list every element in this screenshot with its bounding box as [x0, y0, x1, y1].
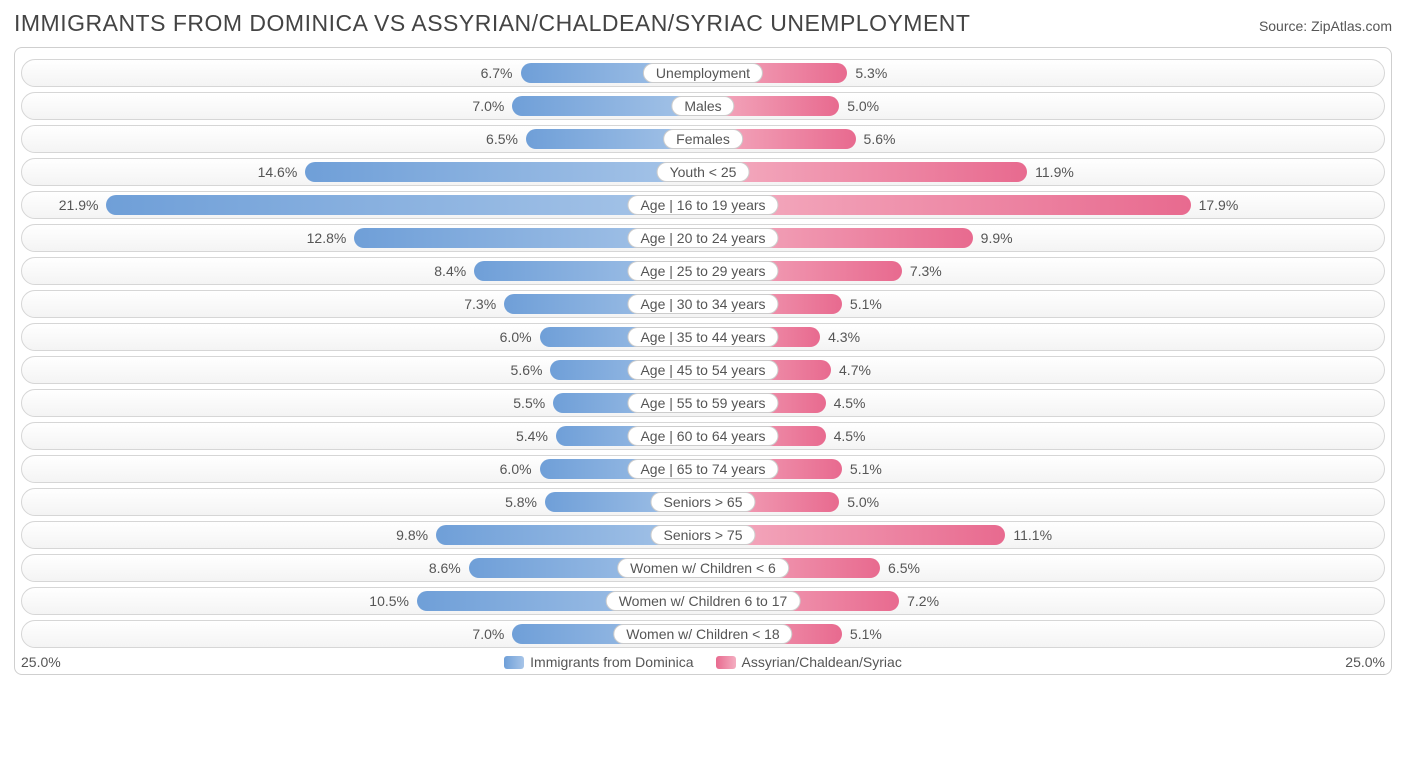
category-label: Age | 20 to 24 years: [627, 228, 778, 248]
value-dominica: 5.8%: [505, 489, 537, 515]
value-assyrian: 9.9%: [981, 225, 1013, 251]
footer-row: 25.0% Immigrants from Dominica Assyrian/…: [21, 654, 1385, 670]
chart-row: 5.6% 4.7% Age | 45 to 54 years: [21, 356, 1385, 384]
bar-dominica: [305, 162, 703, 182]
value-dominica: 21.9%: [59, 192, 99, 218]
value-dominica: 12.8%: [307, 225, 347, 251]
chart-area: 6.7% 5.3% Unemployment 7.0% 5.0% Males 6.5% 5.6…: [14, 47, 1392, 675]
chart-row: 7.3% 5.1% Age | 30 to 34 years: [21, 290, 1385, 318]
value-dominica: 7.0%: [472, 621, 504, 647]
value-assyrian: 5.0%: [847, 489, 879, 515]
value-assyrian: 4.5%: [834, 390, 866, 416]
legend-label-dominica: Immigrants from Dominica: [530, 654, 693, 670]
category-label: Age | 35 to 44 years: [627, 327, 778, 347]
value-assyrian: 7.3%: [910, 258, 942, 284]
value-assyrian: 5.3%: [855, 60, 887, 86]
chart-row: 14.6% 11.9% Youth < 25: [21, 158, 1385, 186]
category-label: Women w/ Children < 18: [613, 624, 792, 644]
chart-row: 12.8% 9.9% Age | 20 to 24 years: [21, 224, 1385, 252]
value-dominica: 10.5%: [369, 588, 409, 614]
value-dominica: 6.5%: [486, 126, 518, 152]
value-dominica: 14.6%: [258, 159, 298, 185]
value-dominica: 6.7%: [481, 60, 513, 86]
value-assyrian: 4.3%: [828, 324, 860, 350]
chart-row: 6.0% 5.1% Age | 65 to 74 years: [21, 455, 1385, 483]
legend-label-assyrian: Assyrian/Chaldean/Syriac: [742, 654, 902, 670]
chart-row: 21.9% 17.9% Age | 16 to 19 years: [21, 191, 1385, 219]
value-assyrian: 4.7%: [839, 357, 871, 383]
category-label: Males: [671, 96, 734, 116]
chart-row: 6.7% 5.3% Unemployment: [21, 59, 1385, 87]
category-label: Women w/ Children < 6: [617, 558, 789, 578]
value-assyrian: 4.5%: [834, 423, 866, 449]
source-attribution: Source: ZipAtlas.com: [1259, 18, 1392, 34]
chart-row: 5.8% 5.0% Seniors > 65: [21, 488, 1385, 516]
value-dominica: 9.8%: [396, 522, 428, 548]
category-label: Females: [663, 129, 743, 149]
value-assyrian: 17.9%: [1199, 192, 1239, 218]
value-dominica: 6.0%: [500, 324, 532, 350]
category-label: Unemployment: [643, 63, 763, 83]
value-dominica: 7.0%: [472, 93, 504, 119]
bar-dominica: [106, 195, 703, 215]
category-label: Age | 65 to 74 years: [627, 459, 778, 479]
value-assyrian: 5.1%: [850, 621, 882, 647]
value-dominica: 8.6%: [429, 555, 461, 581]
value-assyrian: 5.1%: [850, 456, 882, 482]
chart-title: IMMIGRANTS FROM DOMINICA VS ASSYRIAN/CHA…: [14, 10, 970, 37]
rows-host: 6.7% 5.3% Unemployment 7.0% 5.0% Males 6.5% 5.6…: [21, 59, 1385, 648]
chart-row: 9.8% 11.1% Seniors > 75: [21, 521, 1385, 549]
bar-assyrian: [703, 162, 1027, 182]
source-prefix: Source:: [1259, 18, 1311, 34]
value-assyrian: 11.1%: [1013, 522, 1052, 548]
category-label: Age | 30 to 34 years: [627, 294, 778, 314]
chart-row: 6.0% 4.3% Age | 35 to 44 years: [21, 323, 1385, 351]
chart-container: IMMIGRANTS FROM DOMINICA VS ASSYRIAN/CHA…: [0, 0, 1406, 683]
value-dominica: 8.4%: [434, 258, 466, 284]
category-label: Youth < 25: [657, 162, 750, 182]
legend-swatch-dominica: [504, 656, 524, 669]
chart-row: 10.5% 7.2% Women w/ Children 6 to 17: [21, 587, 1385, 615]
legend-item-assyrian: Assyrian/Chaldean/Syriac: [716, 654, 902, 670]
value-dominica: 5.5%: [513, 390, 545, 416]
chart-row: 8.4% 7.3% Age | 25 to 29 years: [21, 257, 1385, 285]
category-label: Age | 25 to 29 years: [627, 261, 778, 281]
chart-row: 8.6% 6.5% Women w/ Children < 6: [21, 554, 1385, 582]
category-label: Age | 60 to 64 years: [627, 426, 778, 446]
value-assyrian: 5.0%: [847, 93, 879, 119]
value-dominica: 5.6%: [511, 357, 543, 383]
source-name: ZipAtlas.com: [1311, 18, 1392, 34]
value-dominica: 7.3%: [464, 291, 496, 317]
header-row: IMMIGRANTS FROM DOMINICA VS ASSYRIAN/CHA…: [14, 10, 1392, 37]
category-label: Women w/ Children 6 to 17: [606, 591, 801, 611]
value-assyrian: 11.9%: [1035, 159, 1074, 185]
axis-max-left: 25.0%: [21, 654, 61, 670]
legend-item-dominica: Immigrants from Dominica: [504, 654, 693, 670]
value-assyrian: 6.5%: [888, 555, 920, 581]
value-dominica: 6.0%: [500, 456, 532, 482]
category-label: Seniors > 75: [651, 525, 756, 545]
chart-row: 6.5% 5.6% Females: [21, 125, 1385, 153]
value-assyrian: 7.2%: [907, 588, 939, 614]
category-label: Age | 16 to 19 years: [627, 195, 778, 215]
category-label: Age | 55 to 59 years: [627, 393, 778, 413]
category-label: Seniors > 65: [651, 492, 756, 512]
chart-row: 5.5% 4.5% Age | 55 to 59 years: [21, 389, 1385, 417]
chart-row: 7.0% 5.1% Women w/ Children < 18: [21, 620, 1385, 648]
value-assyrian: 5.1%: [850, 291, 882, 317]
legend: Immigrants from Dominica Assyrian/Chalde…: [504, 654, 902, 670]
axis-max-right: 25.0%: [1345, 654, 1385, 670]
value-dominica: 5.4%: [516, 423, 548, 449]
chart-row: 5.4% 4.5% Age | 60 to 64 years: [21, 422, 1385, 450]
legend-swatch-assyrian: [716, 656, 736, 669]
chart-row: 7.0% 5.0% Males: [21, 92, 1385, 120]
category-label: Age | 45 to 54 years: [627, 360, 778, 380]
value-assyrian: 5.6%: [864, 126, 896, 152]
